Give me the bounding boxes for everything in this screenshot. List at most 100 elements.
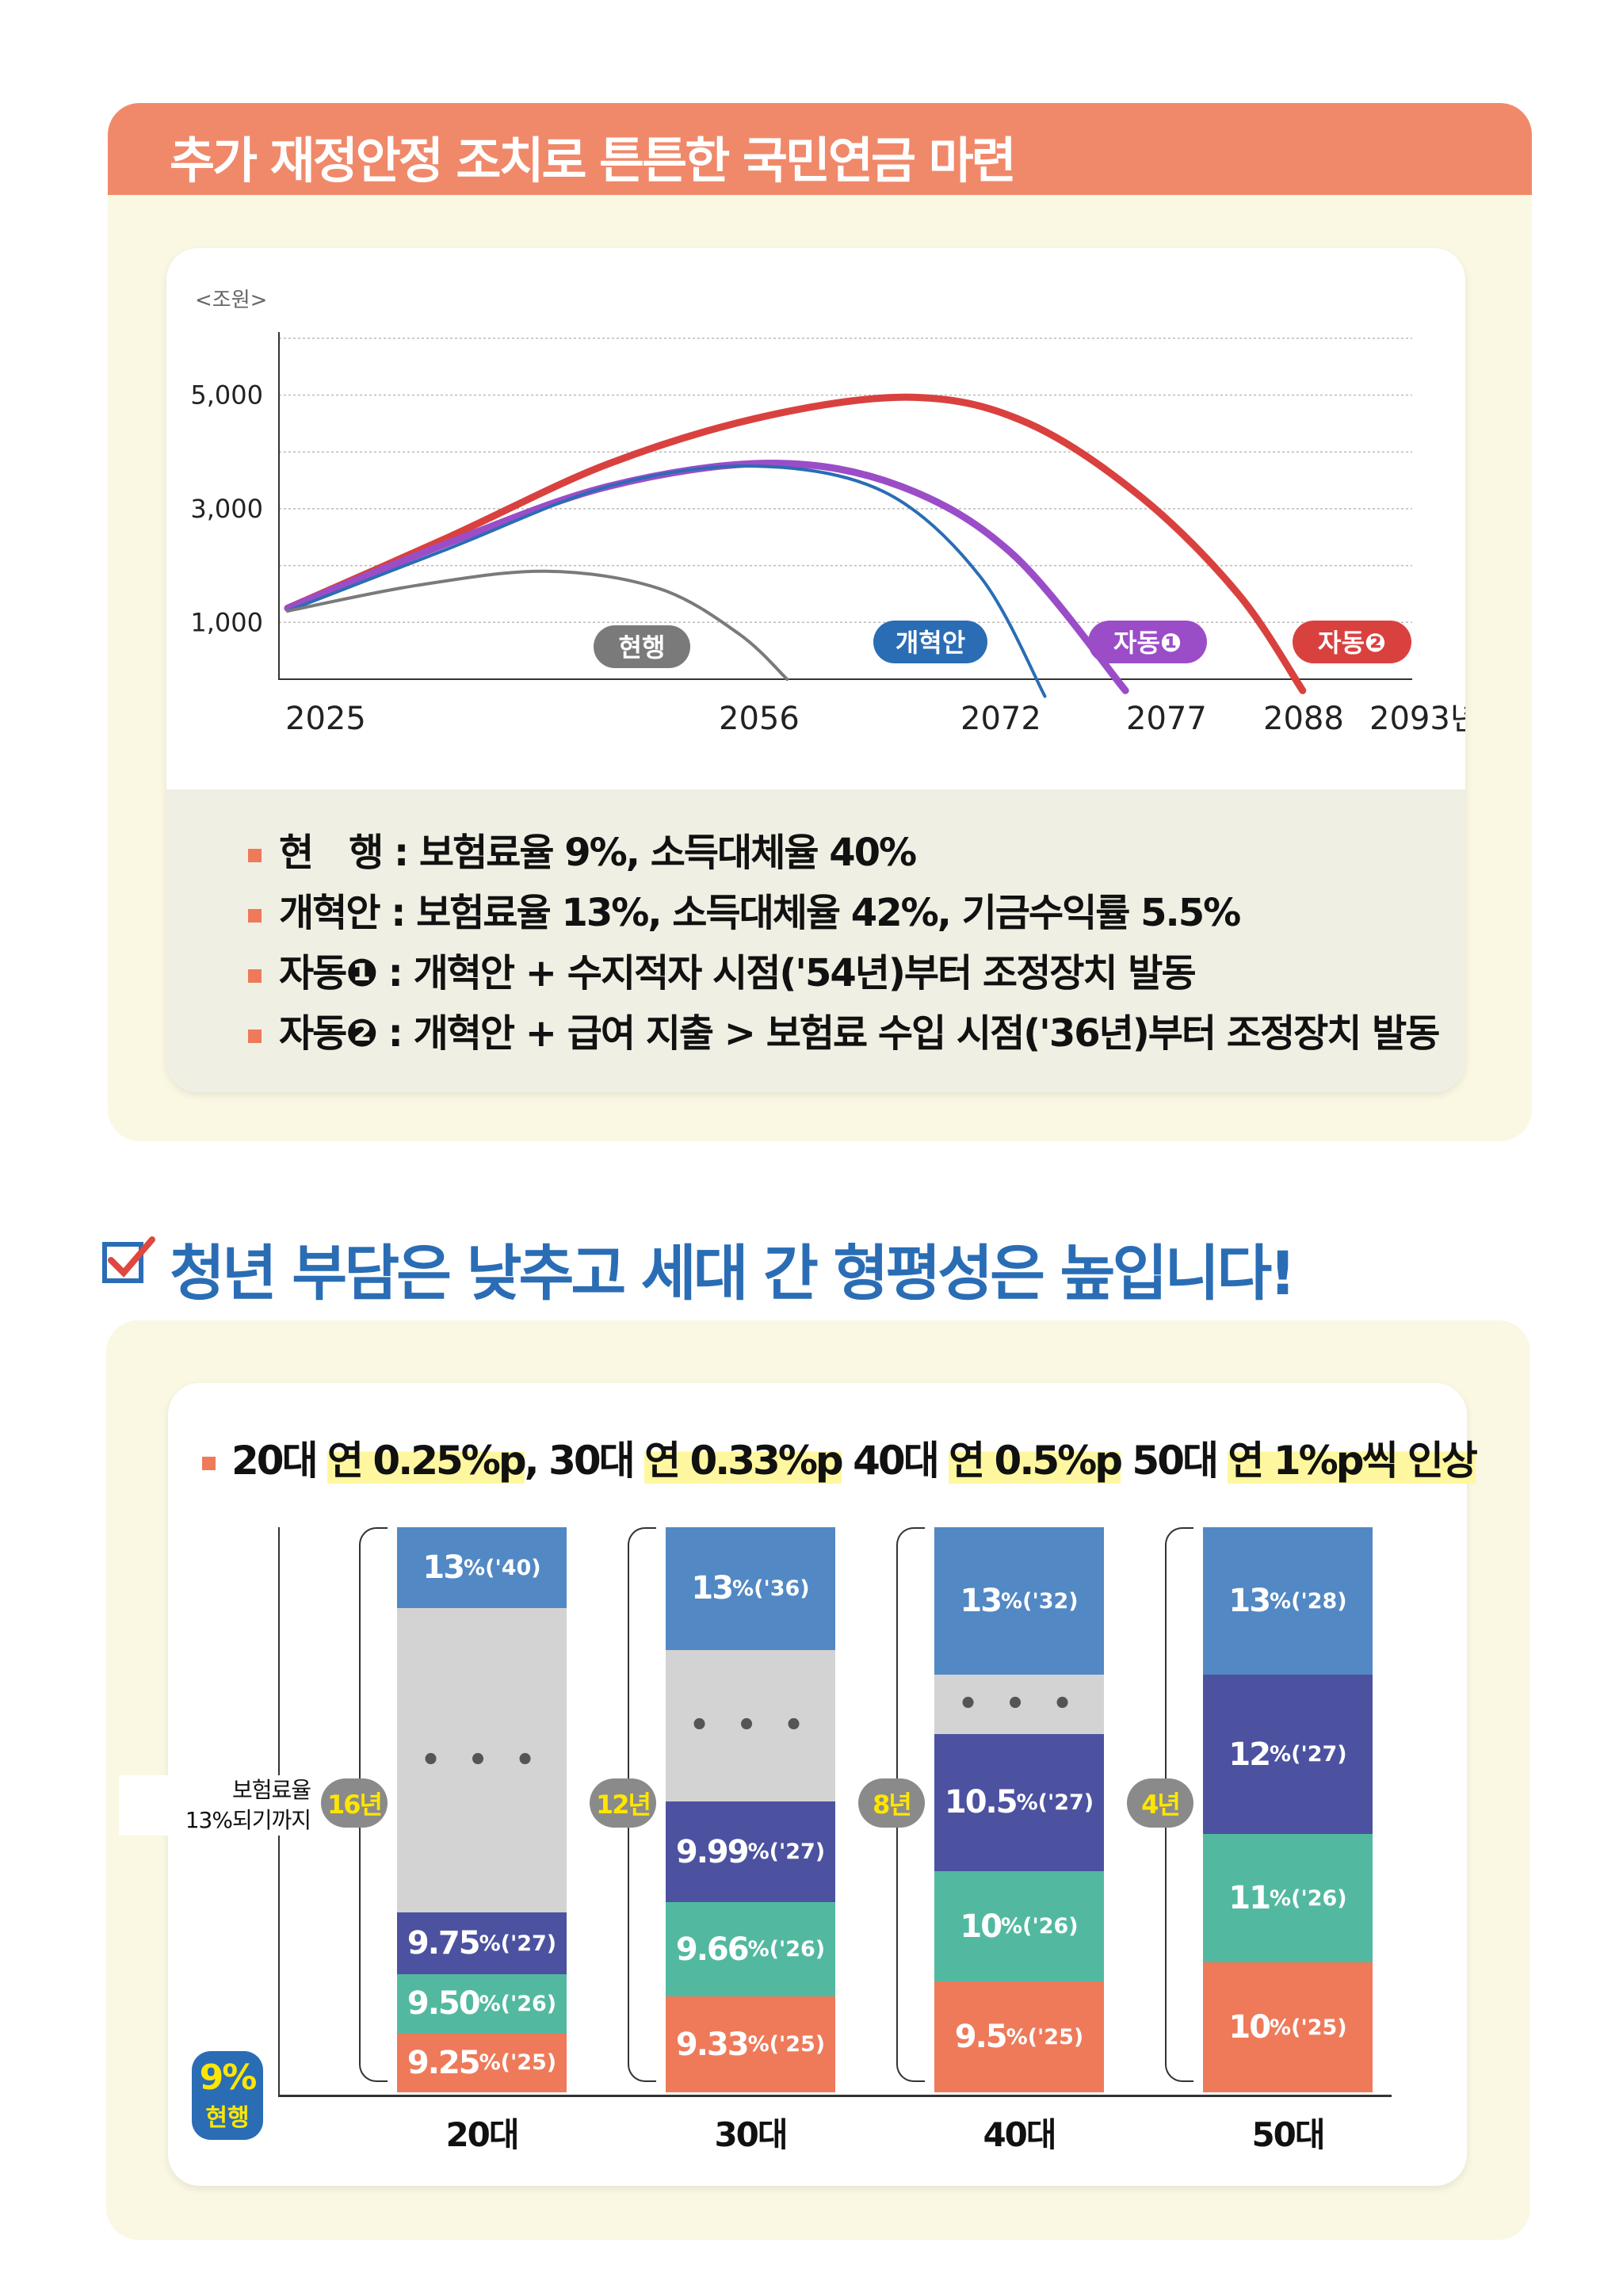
rate-year: %('26) bbox=[1001, 1914, 1079, 1939]
x-axis-line bbox=[278, 2095, 1392, 2097]
bar-segment: • • • bbox=[397, 1608, 567, 1912]
rate-value: 9.25 bbox=[407, 2044, 481, 2081]
section-title: 청년 부담은 낮추고 세대 간 형평성은 높입니다! bbox=[170, 1238, 1296, 1308]
rate-year: %('25) bbox=[1006, 2024, 1084, 2050]
checkbox-icon bbox=[102, 1236, 155, 1283]
stacked-bar-50대: 13 %('28) 12 %('27) 11 %('26) 10 %('25) bbox=[1203, 1527, 1373, 2093]
rate-value: 10.5 bbox=[944, 1784, 1018, 1821]
x-tick-label: 2093년 bbox=[1369, 701, 1465, 737]
stacked-bar-30대: 13 %('36) • • • 9.99 %('27) 9.66 %('26) 9.33 %('… bbox=[666, 1527, 835, 2093]
series-badge-label: 자동❷ bbox=[1318, 628, 1386, 658]
series-badge bbox=[873, 621, 987, 663]
series-badge bbox=[1088, 621, 1207, 663]
rate-value: 9.5 bbox=[954, 2019, 1008, 2056]
bar-segment: 9.99 %('27) bbox=[666, 1801, 835, 1902]
bar-segment: 13 %('36) bbox=[666, 1527, 835, 1650]
rate-year: %('25) bbox=[479, 2050, 557, 2076]
y-tick-label: 1,000 bbox=[190, 607, 263, 637]
x-tick-label: 2056 bbox=[719, 701, 800, 737]
category-label: 30대 bbox=[714, 2115, 788, 2154]
bar-segment: 13 %('28) bbox=[1203, 1527, 1373, 1675]
years-badge: 8년 bbox=[858, 1778, 925, 1828]
unit-label: <조원> bbox=[195, 288, 267, 312]
bar-segment: 10 %('25) bbox=[1203, 1962, 1373, 2093]
series-badge-label: 자동❶ bbox=[1113, 628, 1182, 658]
rate-year: %('36) bbox=[732, 1576, 810, 1601]
fund-balance-line-chart: <조원> 5,000 3,000 1,000 2025 2056 2072 2077 2088 2… bbox=[190, 288, 1465, 737]
stacked-bar-20대: 13 %('40) • • • 9.75 %('27) 9.50 %('26) 9.25 %('… bbox=[397, 1527, 567, 2093]
chart-card: <조원> 5,000 3,000 1,000 2025 2056 2072 2077 2088 2… bbox=[166, 248, 1465, 1092]
bar-segment: 9.25 %('25) bbox=[397, 2033, 567, 2093]
category-label: 50대 bbox=[1251, 2115, 1325, 2154]
bar-segment: 9.50 %('26) bbox=[397, 1974, 567, 2034]
rate-year: %('40) bbox=[464, 1555, 541, 1580]
rate-year: %('32) bbox=[1001, 1588, 1079, 1614]
side-label: 보험료율 13%되기까지 bbox=[119, 1775, 311, 1836]
bar-segment: 10 %('26) bbox=[934, 1870, 1104, 1982]
rate-value: 13 bbox=[691, 1570, 734, 1607]
rate-value: 9.33 bbox=[675, 2026, 750, 2063]
bar-segment: 11 %('26) bbox=[1203, 1834, 1373, 1963]
x-tick-label: 2077 bbox=[1126, 701, 1207, 737]
rate-value: 10 bbox=[960, 1908, 1002, 1945]
series-line-3 bbox=[284, 393, 1307, 694]
rate-value: 10 bbox=[1228, 2009, 1271, 2046]
bar-segment: 10.5 %('27) bbox=[934, 1733, 1104, 1871]
rate-value: 9.75 bbox=[407, 1925, 481, 1962]
bar-segment: 12 %('27) bbox=[1203, 1675, 1373, 1835]
rate-value: 9.66 bbox=[675, 1931, 750, 1968]
y-tick-label: 3,000 bbox=[190, 494, 263, 524]
rate-value: 13 bbox=[1228, 1583, 1271, 1620]
current-rate-badge: 9% 현행 bbox=[192, 2051, 263, 2140]
bar-segment: 9.5 %('25) bbox=[934, 1981, 1104, 2093]
bar-segment: • • • bbox=[666, 1649, 835, 1802]
category-label: 40대 bbox=[983, 2115, 1056, 2154]
bar-segment: • • • bbox=[934, 1675, 1104, 1734]
bar-segment: 13 %('32) bbox=[934, 1527, 1104, 1675]
y-tick-label: 5,000 bbox=[190, 380, 263, 411]
rate-value: 13 bbox=[422, 1549, 465, 1587]
ellipsis: • • • bbox=[957, 1686, 1081, 1723]
rate-value: 9.50 bbox=[407, 1985, 481, 2023]
x-tick-label: 2088 bbox=[1263, 701, 1344, 737]
bar-segment: 13 %('40) bbox=[397, 1527, 567, 1609]
series-badge-label: 개혁안 bbox=[896, 628, 965, 658]
ellipsis: • • • bbox=[420, 1742, 544, 1779]
legend-item: 현 행 : 보험료율 9%, 소득대체율 40% bbox=[248, 821, 917, 877]
contribution-heading: 20대 연 0.25%p, 30대 연 0.33%p 40대 연 0.5%p 5… bbox=[202, 1429, 1478, 1486]
series-line-1 bbox=[286, 464, 1047, 698]
legend-item: 자동❶ : 개혁안 + 수지적자 시점('54년)부터 조정장치 발동 bbox=[248, 942, 1197, 997]
bar-segment: 9.33 %('25) bbox=[666, 1996, 835, 2093]
series-line-0 bbox=[286, 569, 789, 681]
legend-item: 개혁안 : 보험료율 13%, 소득대체율 42%, 기금수익률 5.5% bbox=[248, 881, 1241, 937]
panel-header: 추가 재정안정 조치로 튼튼한 국민연금 마련 bbox=[108, 103, 1532, 195]
rate-year: %('27) bbox=[1016, 1790, 1094, 1815]
rate-year: %('27) bbox=[1270, 1742, 1347, 1767]
rate-year: %('26) bbox=[479, 1991, 557, 2016]
bar-segment: 9.66 %('26) bbox=[666, 1901, 835, 1997]
rate-value: 12 bbox=[1228, 1736, 1271, 1773]
rate-year: %('26) bbox=[747, 1937, 826, 1962]
bar-segment: 9.75 %('27) bbox=[397, 1912, 567, 1975]
series-badge-label: 현행 bbox=[619, 632, 666, 663]
x-tick-label: 2072 bbox=[960, 701, 1041, 737]
rate-year: %('25) bbox=[1270, 2015, 1347, 2040]
rate-value: 13 bbox=[960, 1583, 1002, 1620]
years-badge: 16년 bbox=[321, 1778, 388, 1828]
rate-year: %('25) bbox=[747, 2032, 826, 2057]
legend-item: 자동❷ : 개혁안 + 급여 지출 > 보험료 수입 시점('36년)부터 조정… bbox=[248, 1002, 1440, 1057]
rate-year: %('27) bbox=[747, 1839, 826, 1865]
series-badge bbox=[1293, 621, 1411, 663]
category-label: 20대 bbox=[445, 2115, 519, 2154]
rate-year: %('28) bbox=[1270, 1588, 1347, 1614]
years-badge: 12년 bbox=[590, 1778, 656, 1828]
rate-value: 9.99 bbox=[675, 1833, 750, 1870]
ellipsis: • • • bbox=[689, 1707, 812, 1744]
legend-box: 현 행 : 보험료율 9%, 소득대체율 40% 개혁안 : 보험료율 13%,… bbox=[166, 789, 1465, 1092]
series-badge bbox=[594, 625, 690, 668]
rate-year: %('26) bbox=[1270, 1885, 1347, 1911]
years-badge: 4년 bbox=[1127, 1778, 1193, 1828]
stacked-bar-40대: 13 %('32) • • • 10.5 %('27) 10 %('26) 9.5 %('25) bbox=[934, 1527, 1104, 2093]
series-line-2 bbox=[284, 460, 1129, 694]
x-tick-label: 2025 bbox=[285, 701, 366, 737]
